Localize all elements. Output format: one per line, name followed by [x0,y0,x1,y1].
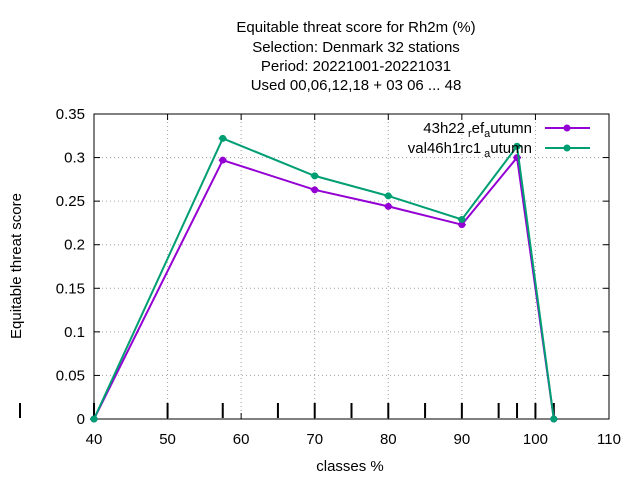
y-tick-label: 0.15 [56,280,85,297]
y-tick-label: 0.3 [64,150,85,167]
legend-label: val46h1rc1 autumn [408,140,532,160]
x-tick-label: 90 [454,431,471,448]
series-layer [90,134,558,423]
axes: 0 0.05 0.1 0.15 0.2 0.25 0.3 0.35 40 50 60 70 80 90 10… [19,106,621,448]
plot-frame [93,113,610,420]
series-2 [90,134,558,423]
chart-title: Equitable threat score for Rh2m (%) Sele… [236,19,475,94]
title-line-1: Equitable threat score for Rh2m (%) [236,19,475,36]
series-1 [90,154,558,423]
grid [94,114,609,419]
y-tick-label: 0.35 [56,106,85,123]
title-line-4: Used 00,06,12,18 + 03 06 ... 48 [251,77,462,94]
title-line-2: Selection: Denmark 32 stations [252,39,460,56]
legend-label: 43h22 refautumn [423,120,532,140]
title-line-3: Period: 20221001-20221031 [261,58,451,75]
y-tick-label: 0.05 [56,367,85,384]
x-tick-label: 40 [86,431,103,448]
x-axis-label: classes % [316,458,384,475]
legend-marker [563,124,571,132]
y-axis-label: Equitable threat score [8,193,25,339]
y-tick-label: 0.2 [64,237,85,254]
y-tick-label: 0 [77,411,85,428]
x-tick-label: 70 [306,431,323,448]
y-tick-label: 0.25 [56,193,85,210]
x-tick-label: 110 [597,431,621,448]
x-tick-label: 50 [159,431,176,448]
y-tick-label: 0.1 [64,324,85,341]
x-tick-label: 100 [523,431,548,448]
x-tick-label: 60 [233,431,250,448]
x-tick-label: 80 [380,431,397,448]
legend-marker [563,144,571,152]
